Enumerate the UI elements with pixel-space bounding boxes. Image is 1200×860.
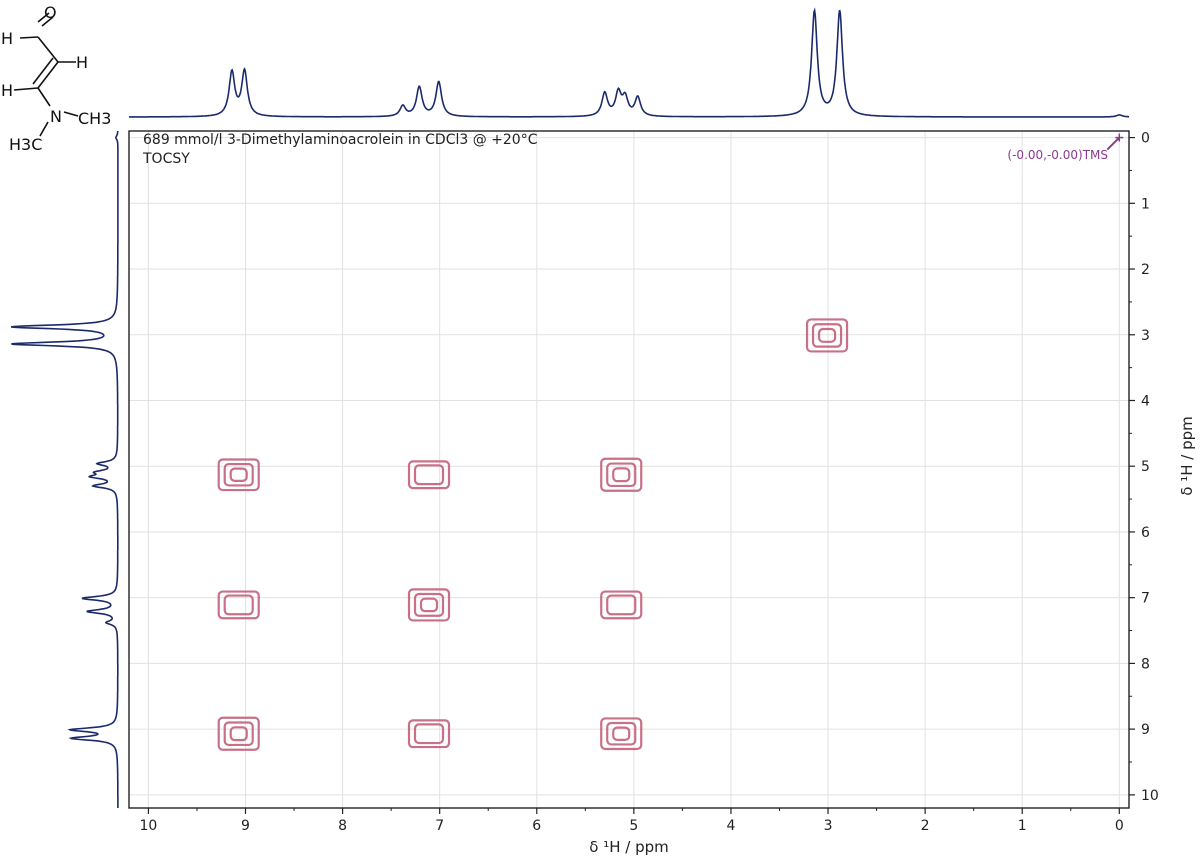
cross-peak-ring	[229, 467, 248, 482]
bond-n-me1	[63, 111, 79, 117]
x-tick-label: 4	[726, 818, 735, 834]
reference-label: (-0.00,-0.00)TMS	[1007, 148, 1108, 162]
y-tick-label: 2	[1141, 262, 1150, 278]
cross-peak-ring	[407, 719, 451, 749]
cross-peak-ring	[223, 594, 254, 616]
atom-h-beta: H	[1, 81, 13, 100]
cross-peak-ring	[223, 721, 254, 747]
cross-peak	[600, 590, 643, 620]
bond-double-1	[37, 61, 59, 89]
cross-peak	[600, 457, 643, 492]
x-tick-label: 0	[1115, 818, 1124, 834]
cross-peak	[600, 717, 643, 751]
y-tick-label: 8	[1141, 656, 1150, 672]
cross-peak	[217, 590, 260, 620]
atom-h3c: H3C	[9, 135, 42, 154]
cross-peak-ring	[413, 592, 445, 617]
left-projection-trace	[10, 131, 119, 808]
x-tick-label: 7	[435, 818, 444, 834]
cross-peak-ring	[223, 462, 254, 487]
cross-peak-ring	[805, 318, 849, 353]
cross-peak-ring	[419, 597, 439, 613]
cross-peak	[407, 460, 451, 490]
x-tick-label: 9	[241, 818, 250, 834]
cross-peak-ring	[600, 457, 643, 492]
cross-peak-ring	[217, 590, 260, 620]
atom-ch3: CH3	[78, 109, 111, 128]
x-tick-label: 1	[1018, 818, 1027, 834]
cross-peak-ring	[407, 460, 451, 490]
x-tick-label: 3	[824, 818, 833, 834]
bond-double-2	[32, 57, 54, 85]
cross-peak	[217, 716, 260, 751]
bond-n-me2	[39, 121, 49, 137]
bond-cn	[37, 87, 51, 107]
top-projection-trace	[129, 7, 1129, 118]
y-tick-label: 9	[1141, 722, 1150, 738]
x-tick-label: 6	[532, 818, 541, 834]
cross-peak	[217, 458, 260, 492]
y-tick-label: 4	[1141, 393, 1150, 409]
x-tick-label: 8	[338, 818, 347, 834]
cross-peak-ring	[600, 717, 643, 751]
chart-subtitle: TOCSY	[142, 151, 190, 167]
cross-peak-ring	[407, 588, 451, 622]
bond-cc	[37, 36, 59, 63]
molecule-structure	[13, 12, 79, 137]
y-tick-label: 7	[1141, 591, 1150, 607]
cross-peak-ring	[413, 723, 445, 745]
grid-lines	[129, 131, 1129, 808]
cross-peak	[407, 588, 451, 622]
atom-h-aldehyde: H	[1, 29, 13, 48]
cross-peak-ring	[606, 721, 637, 746]
cross-peak-ring	[817, 327, 837, 343]
cross-peak-ring	[612, 726, 631, 741]
y-tick-label: 10	[1141, 788, 1159, 804]
cross-peak-ring	[600, 590, 643, 620]
bond-ch3	[13, 87, 39, 91]
atom-o: O	[44, 3, 57, 22]
bond-co-2	[41, 16, 54, 27]
chart-title: 689 mmol/l 3-Dimethylaminoacrolein in CD…	[143, 132, 538, 148]
y-axis-label: δ ¹H / ppm	[1178, 416, 1196, 495]
y-tick-label: 0	[1141, 131, 1150, 147]
plot-frame	[128, 130, 1130, 809]
y-tick-label: 6	[1141, 525, 1150, 541]
bond-ch	[19, 36, 39, 39]
cross-peak	[407, 719, 451, 749]
cross-peak-ring	[217, 458, 260, 492]
cross-peak-ring	[217, 716, 260, 751]
y-tick-label: 3	[1141, 328, 1150, 344]
cross-peak-ring	[606, 462, 637, 488]
y-tick-label: 1	[1141, 196, 1150, 212]
cross-peak-ring	[606, 594, 637, 616]
contour-layer	[217, 133, 1124, 751]
cross-peak-ring	[612, 467, 631, 483]
bond-co-1	[37, 12, 50, 23]
x-tick-label: 10	[140, 818, 158, 834]
reference-marker	[1106, 136, 1120, 151]
projection-traces	[10, 7, 1129, 808]
cross-peak	[805, 318, 849, 353]
cross-peak-ring	[229, 726, 248, 742]
x-axis-label: δ ¹H / ppm	[589, 838, 668, 856]
cross-peak-ring	[811, 323, 843, 348]
x-tick-label: 5	[629, 818, 638, 834]
atom-n: N	[50, 107, 62, 126]
atom-h-alpha: H	[76, 53, 88, 72]
y-tick-label: 5	[1141, 459, 1150, 475]
x-tick-label: 2	[921, 818, 930, 834]
cross-peak-ring	[413, 464, 445, 486]
